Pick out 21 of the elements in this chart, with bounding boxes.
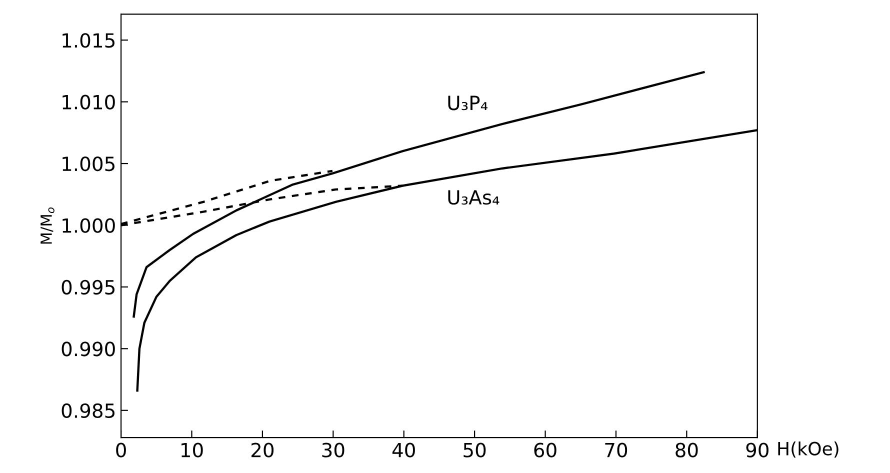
y-tick-label: 1.005 (62, 156, 114, 172)
y-tick-label: 1.000 (62, 218, 115, 233)
series-label: U₃P₄ (448, 96, 488, 110)
y-tick-label: 0.990 (62, 342, 115, 356)
y-tick-label: 0.995 (62, 280, 114, 295)
x-tick-label: 90 (746, 442, 768, 458)
x-tick-label: 60 (534, 442, 556, 458)
x-tick-label: 0 (116, 442, 126, 458)
x-tick-label: 10 (182, 442, 203, 458)
y-axis-title: M/M$_{o}$ (40, 207, 54, 244)
x-tick-label: 80 (676, 442, 698, 458)
x-tick-label: 30 (322, 442, 344, 458)
x-tick-label: 50 (464, 442, 486, 458)
y-tick-label: 1.010 (62, 94, 115, 110)
y-tick-label: 0.985 (62, 403, 114, 418)
series-label: U₃As₄ (448, 190, 500, 205)
x-tick-label: 20 (252, 442, 274, 458)
x-axis-title: H(kOe) (778, 441, 838, 458)
x-tick-label: 70 (605, 442, 628, 458)
x-tick-label: 40 (392, 442, 415, 458)
y-tick-label: 1.015 (62, 33, 114, 48)
